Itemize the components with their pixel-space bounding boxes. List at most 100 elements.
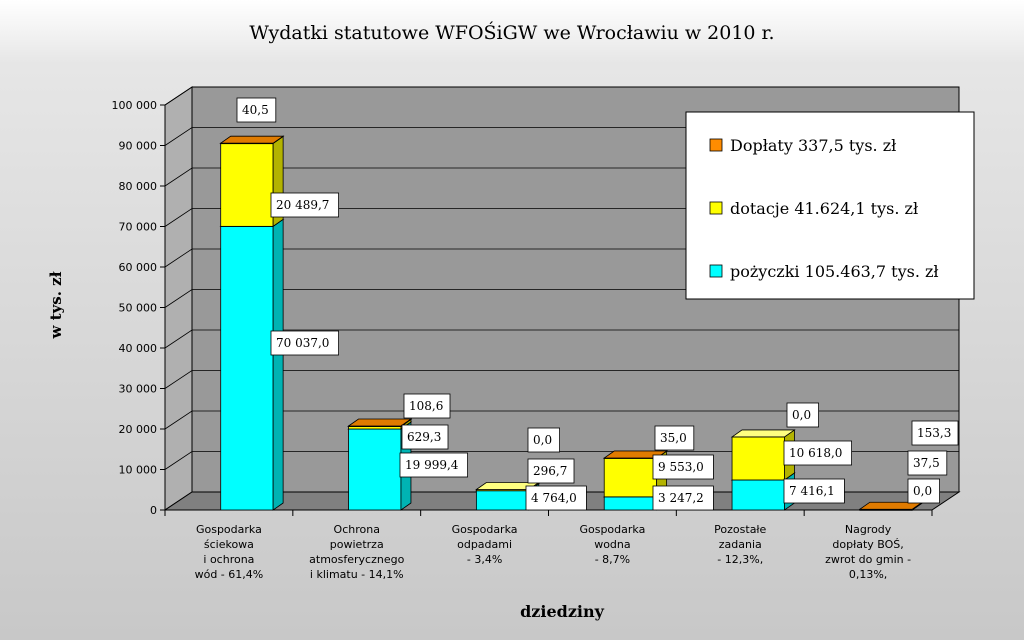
category-label-line: ściekowa [204, 538, 254, 551]
data-label: 9 553,0 [658, 460, 704, 474]
category-label: Pozostałe zadania - 12,3%, [714, 523, 766, 566]
data-label: 3 247,2 [658, 491, 704, 505]
bar-front [603, 496, 658, 511]
gridline [164, 329, 959, 349]
legend: Dopłaty 337,5 tys. zł dotacje 41.624,1 ty… [685, 111, 975, 300]
y-tick-label: 60 000 [119, 261, 158, 274]
bar-front [220, 142, 274, 227]
y-tick-label: 50 000 [119, 302, 158, 315]
category-label-line: zwrot do gmin - [825, 553, 911, 566]
legend-entry: dotacje 41.624,1 tys. zł [730, 199, 918, 218]
legend-box [685, 111, 975, 300]
data-label: 0,0 [533, 433, 552, 447]
legend-swatch [709, 138, 723, 152]
category-label-line: - 3,4% [467, 553, 502, 566]
category-label-line: Pozostałe [714, 523, 766, 536]
legend-swatch [709, 201, 723, 215]
chart-title: Wydatki statutowe WFOŚiGW we Wrocławiu w… [249, 22, 775, 44]
data-label-box [783, 440, 852, 466]
category-label-line: Gospodarka [196, 523, 262, 536]
y-tick-label: 0 [150, 504, 157, 517]
y-tick-label: 70 000 [119, 221, 158, 234]
y-tick-label: 10 000 [119, 464, 158, 477]
bar-front [475, 490, 530, 511]
data-label: 37,5 [913, 456, 940, 470]
category-label-line: dopłaty BOŚ, [832, 538, 903, 551]
category-label-line: Nagrody [845, 523, 892, 536]
bar-top [219, 135, 285, 144]
category-label-line: wodna [594, 538, 630, 551]
y-tick-label: 40 000 [119, 342, 158, 355]
category-label-line: zadania [719, 538, 762, 551]
data-label-box [911, 420, 959, 446]
data-label-box [654, 425, 695, 451]
data-label: 4 764,0 [531, 491, 577, 505]
legend-entry: Dopłaty 337,5 tys. zł [730, 136, 896, 155]
legend-swatch [709, 264, 723, 278]
data-label-box [786, 402, 820, 428]
data-label-box [527, 427, 561, 453]
data-label: 153,3 [917, 426, 951, 440]
data-label-box [270, 192, 339, 218]
data-label-box [907, 478, 941, 504]
data-labels: 70 037,0 20 489,7 40,5 19 999,4 629,3 108,6 4 … [236, 97, 959, 511]
category-label: Gospodarka ściekowa i ochrona wód - 61,4% [195, 523, 264, 581]
gridline [164, 370, 959, 389]
gridline [164, 86, 959, 106]
data-label-box [652, 485, 714, 511]
category-label-line: powietrza [330, 538, 384, 551]
category-label-line: Gospodarka [452, 523, 518, 536]
category-label-line: i ochrona [203, 553, 254, 566]
y-tick-labels: 0 10 000 20 000 30 000 40 000 50 000 60 000 70 … [112, 99, 158, 517]
gridline [164, 410, 959, 430]
category-label: Nagrody dopłaty BOŚ, zwrot do gmin - 0,13%, [825, 523, 911, 581]
data-label: 0,0 [913, 484, 932, 498]
bar-front [603, 457, 658, 498]
data-label: 296,7 [533, 464, 567, 478]
data-label: 70 037,0 [276, 336, 329, 350]
bar-top [347, 418, 413, 427]
category-label-line: i klimatu - 14,1% [310, 568, 404, 581]
bar-front [731, 479, 785, 511]
category-label-line: 0,13%, [849, 568, 887, 581]
data-label: 10 618,0 [789, 446, 842, 460]
bar-front [348, 428, 402, 511]
y-tick-label: 100 000 [112, 99, 158, 112]
bar-side [272, 218, 284, 511]
data-label: 20 489,7 [276, 198, 329, 212]
data-label: 629,3 [407, 430, 441, 444]
bar-top [730, 429, 796, 438]
data-label: 40,5 [242, 103, 269, 117]
data-label-box [652, 454, 714, 480]
data-label: 35,0 [660, 431, 687, 445]
category-label-line: - 8,7% [595, 553, 630, 566]
category-label-line: Gospodarka [579, 523, 645, 536]
y-tick-label: 90 000 [119, 140, 158, 153]
data-label-box [403, 393, 451, 419]
data-label-box [401, 424, 449, 450]
bar-front [731, 436, 785, 481]
data-label-box [783, 478, 845, 504]
category-label-line: - 12,3%, [717, 553, 763, 566]
bar-top [602, 450, 668, 459]
data-label: 19 999,4 [405, 458, 459, 472]
category-label-line: wód - 61,4% [195, 568, 264, 581]
legend-entry: pożyczki 105.463,7 tys. zł [730, 262, 939, 281]
y-tick-label: 80 000 [119, 180, 158, 193]
data-label: 7 416,1 [789, 484, 835, 498]
data-label-box [527, 458, 575, 484]
data-label-box [907, 450, 948, 476]
gridline [164, 451, 959, 470]
x-axis-label: dziedziny [520, 602, 604, 621]
category-label-line: Ochrona [334, 523, 380, 536]
data-label: 108,6 [409, 399, 443, 413]
category-labels: Gospodarka ściekowa i ochrona wód - 61,4% Oc… [195, 523, 912, 581]
data-label-box [270, 330, 339, 356]
category-label-line: odpadami [457, 538, 512, 551]
data-label-box [236, 97, 277, 123]
y-tick-label: 30 000 [119, 383, 158, 396]
y-tick-label: 20 000 [119, 423, 158, 436]
data-label-box [399, 452, 468, 478]
category-label: Ochrona powietrza atmosferycznego i klimatu… [309, 523, 404, 581]
